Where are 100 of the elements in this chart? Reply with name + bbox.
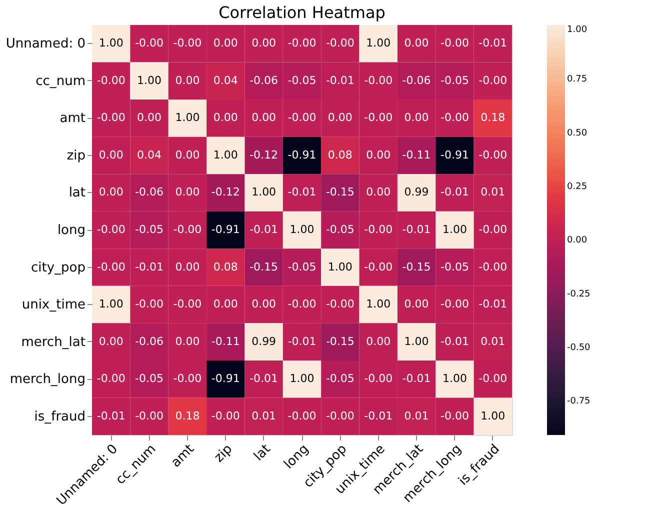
data-label: -0.01 xyxy=(364,409,393,422)
chart-title: Correlation Heatmap xyxy=(218,3,386,22)
data-label: 0.00 xyxy=(175,334,200,348)
data-label: -0.00 xyxy=(173,372,202,386)
data-label: -0.91 xyxy=(211,223,240,236)
data-label: -0.06 xyxy=(135,334,164,348)
data-label: -0.00 xyxy=(288,36,316,50)
color-bar-label: 0.25 xyxy=(567,182,588,192)
data-label: 0.00 xyxy=(175,186,200,199)
data-label: -0.00 xyxy=(326,298,354,311)
data-label: -0.15 xyxy=(250,260,278,274)
data-label: 0.00 xyxy=(98,334,124,348)
data-label: 1.00 xyxy=(213,148,238,162)
y-tick-label: lat xyxy=(68,186,86,201)
data-label: -0.00 xyxy=(440,298,469,311)
data-label: 0.00 xyxy=(366,186,391,199)
data-label: -0.00 xyxy=(364,74,393,87)
data-label: 0.08 xyxy=(213,260,238,274)
data-label: -0.00 xyxy=(364,111,393,124)
data-label: -0.00 xyxy=(478,223,508,236)
data-label: 0.04 xyxy=(137,148,162,162)
data-label: -0.01 xyxy=(288,186,316,199)
data-label: -0.01 xyxy=(96,409,126,422)
data-label: -0.00 xyxy=(96,223,126,236)
data-label: 0.00 xyxy=(98,148,124,162)
data-label: 1.00 xyxy=(442,372,467,386)
data-label: -0.00 xyxy=(440,409,469,422)
data-label: -0.05 xyxy=(288,74,316,87)
data-label: -0.00 xyxy=(326,36,354,50)
data-label: -0.00 xyxy=(478,74,508,87)
data-label: -0.00 xyxy=(478,148,508,162)
x-tick-label: lat xyxy=(251,442,274,464)
data-label: -0.91 xyxy=(440,148,469,162)
data-label: -0.00 xyxy=(96,260,126,274)
data-label: 0.18 xyxy=(480,111,506,124)
data-label: -0.05 xyxy=(440,260,469,274)
data-label: -0.00 xyxy=(135,409,164,422)
y-tick-label: city_pop xyxy=(30,260,86,276)
data-label: 0.00 xyxy=(252,36,276,50)
data-label: 0.00 xyxy=(175,148,200,162)
color-bar-label: 0.50 xyxy=(567,128,588,138)
data-label: -0.15 xyxy=(326,334,354,348)
y-tick-label: is_fraud xyxy=(34,409,86,424)
y-tick-label: cc_num xyxy=(36,74,86,89)
data-label: 0.00 xyxy=(175,74,200,87)
data-label: -0.01 xyxy=(288,334,316,348)
data-label: 0.00 xyxy=(98,186,124,199)
y-tick-label: zip xyxy=(66,148,86,164)
y-tick-label: merch_lat xyxy=(21,334,86,350)
data-label: -0.00 xyxy=(364,372,393,386)
data-label: -0.01 xyxy=(135,260,164,274)
data-label: -0.91 xyxy=(288,148,316,162)
y-tick-label: merch_long xyxy=(10,372,86,388)
y-tick-label: amt xyxy=(60,111,86,126)
data-label: 0.08 xyxy=(328,148,352,162)
data-label: -0.00 xyxy=(96,111,126,124)
data-label: -0.01 xyxy=(402,372,431,386)
data-label: 0.01 xyxy=(480,334,506,348)
data-label: 1.00 xyxy=(175,111,200,124)
color-bar-label: -0.25 xyxy=(567,289,590,300)
data-label: -0.12 xyxy=(211,186,240,199)
data-label: 0.01 xyxy=(252,409,276,422)
data-label: 1.00 xyxy=(442,223,467,236)
x-tick-label: zip xyxy=(212,442,236,466)
data-label: -0.00 xyxy=(478,372,508,386)
data-label: 1.00 xyxy=(290,372,314,386)
data-label: -0.00 xyxy=(288,409,316,422)
data-label: 0.00 xyxy=(328,111,352,124)
color-bar-label: -0.50 xyxy=(567,342,591,353)
data-label: 1.00 xyxy=(366,36,391,50)
data-label: -0.00 xyxy=(135,298,164,311)
data-label: -0.05 xyxy=(326,372,354,386)
data-label: 0.01 xyxy=(404,409,429,422)
data-label: -0.00 xyxy=(173,298,202,311)
data-label: 0.01 xyxy=(480,186,506,199)
data-label: 0.00 xyxy=(252,111,276,124)
data-label: -0.11 xyxy=(211,334,240,348)
x-tick-label: amt xyxy=(168,442,198,471)
data-label: 1.00 xyxy=(290,223,314,236)
data-label: -0.01 xyxy=(402,223,431,236)
data-label: -0.00 xyxy=(478,260,508,274)
data-label: -0.00 xyxy=(364,223,393,236)
data-label: -0.00 xyxy=(96,372,126,386)
data-label: -0.01 xyxy=(478,298,508,311)
data-label: -0.01 xyxy=(440,186,469,199)
data-label: 1.00 xyxy=(328,260,352,274)
data-label: 0.99 xyxy=(252,334,276,348)
data-label: 0.00 xyxy=(252,298,276,311)
data-label: -0.05 xyxy=(288,260,316,274)
data-label: 1.00 xyxy=(480,409,506,422)
data-label: -0.00 xyxy=(173,36,202,50)
data-label: -0.00 xyxy=(288,111,316,124)
data-label: 0.00 xyxy=(175,260,200,274)
data-label: 0.00 xyxy=(404,36,429,50)
color-bar-label: 1.00 xyxy=(567,25,588,35)
y-tick-label: unix_time xyxy=(22,298,86,313)
data-label: -0.01 xyxy=(326,74,354,87)
data-label: 1.00 xyxy=(137,74,162,87)
data-label: -0.00 xyxy=(173,223,202,236)
data-label: 1.00 xyxy=(98,36,124,50)
